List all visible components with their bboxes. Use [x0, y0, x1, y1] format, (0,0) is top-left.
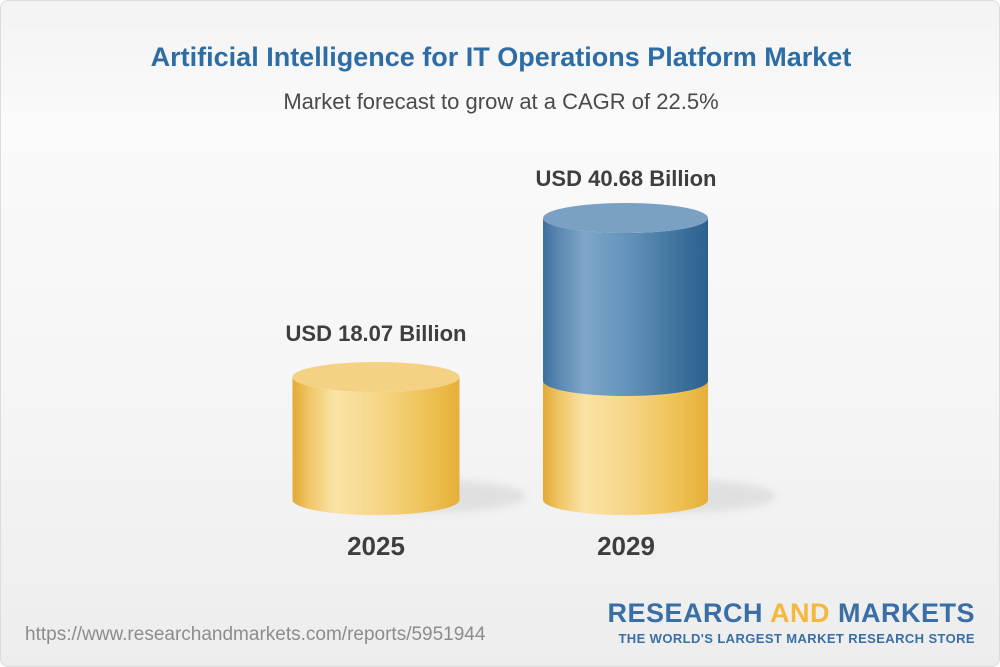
brand-word-and: AND: [769, 598, 830, 628]
value-label-2029: USD 40.68 Billion: [535, 166, 717, 191]
bar-2029-base-segment: [543, 381, 708, 515]
brand-logo: RESEARCH AND MARKETS THE WORLD'S LARGEST…: [607, 600, 975, 647]
brand-word-research: RESEARCH: [607, 598, 763, 628]
value-label-2025: USD 18.07 Billion: [285, 321, 467, 346]
bar-2029-cylinder: [543, 203, 708, 515]
bar-2029-top: [543, 203, 708, 233]
bar-2025-top: [292, 362, 460, 392]
chart-title: Artificial Intelligence for IT Operation…: [150, 42, 852, 72]
brand-word-markets: MARKETS: [838, 598, 975, 628]
x-label-2029: 2029: [597, 531, 655, 561]
bar-2025-cylinder: [292, 362, 460, 516]
bar-2025-body: [292, 377, 460, 516]
brand-tagline: THE WORLD'S LARGEST MARKET RESEARCH STOR…: [618, 631, 975, 646]
report-url: https://www.researchandmarkets.com/repor…: [25, 624, 486, 645]
brand-wordmark: RESEARCH AND MARKETS: [607, 600, 975, 627]
bar-2029-growth-segment: [543, 218, 708, 396]
x-label-2025: 2025: [347, 531, 405, 561]
chart-subtitle: Market forecast to grow at a CAGR of 22.…: [283, 89, 719, 114]
